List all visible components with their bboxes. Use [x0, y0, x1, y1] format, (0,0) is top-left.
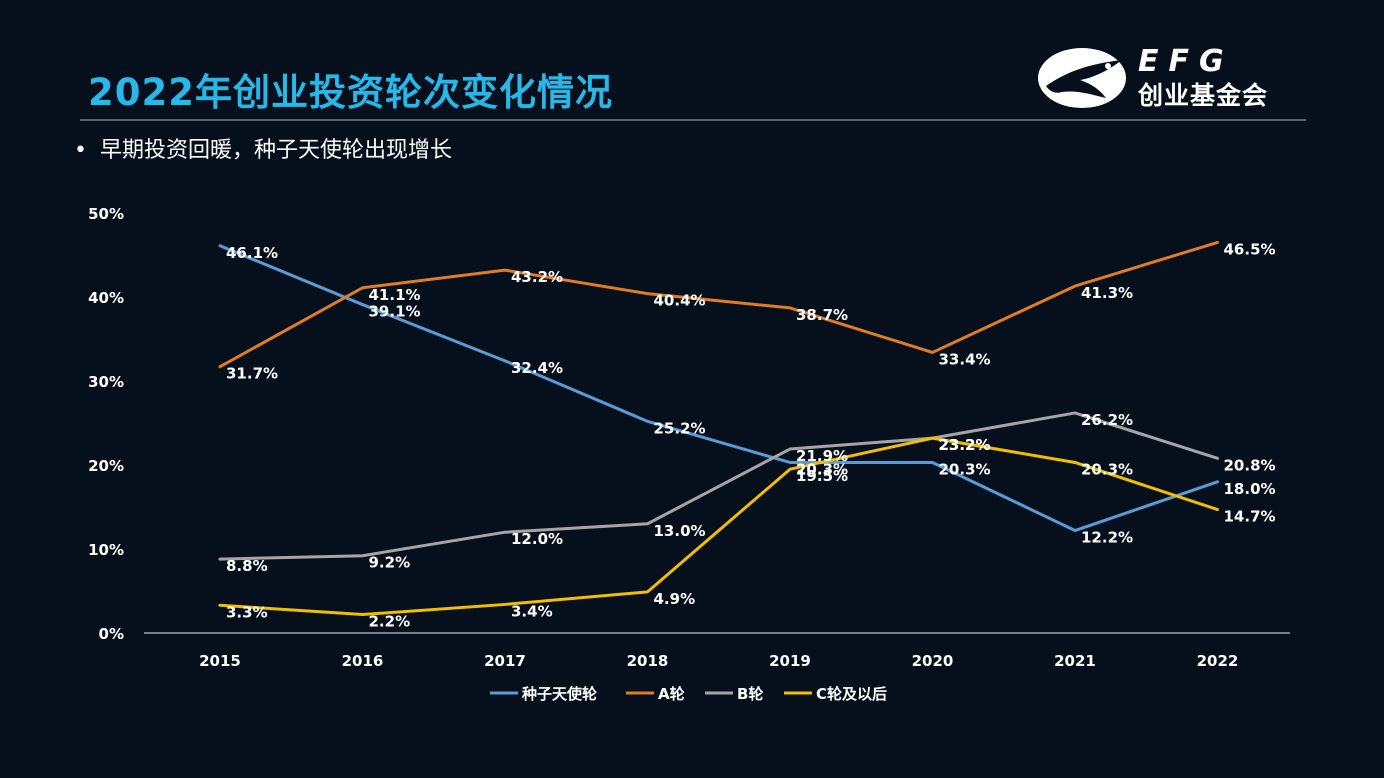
x-tick-label: 2018 — [627, 652, 669, 670]
efg-logo: EFG 创业基金会 — [1036, 42, 1306, 112]
y-tick-label: 40% — [88, 289, 124, 307]
data-label: 3.4% — [511, 602, 553, 620]
data-label: 20.8% — [1224, 456, 1276, 474]
data-label: 40.4% — [654, 292, 706, 310]
x-tick-label: 2021 — [1054, 652, 1096, 670]
data-label: 13.0% — [654, 522, 706, 540]
series-line-3 — [218, 436, 1219, 617]
y-tick-label: 20% — [88, 457, 124, 475]
x-tick-label: 2022 — [1197, 652, 1239, 670]
data-label: 46.5% — [1224, 240, 1276, 258]
series-line-0 — [218, 244, 1219, 533]
data-label: 41.1% — [369, 286, 421, 304]
data-label: 25.2% — [654, 419, 706, 437]
data-label: 38.7% — [796, 306, 848, 324]
data-label: 39.1% — [369, 303, 421, 321]
bullet-point: • 早期投资回暖，种子天使轮出现增长 — [74, 132, 452, 164]
data-label: 20.3% — [796, 460, 848, 478]
legend-entry: B轮 — [737, 685, 763, 703]
data-label: 12.2% — [1081, 529, 1133, 547]
data-label: 8.8% — [226, 557, 268, 575]
x-tick-label: 2020 — [912, 652, 954, 670]
x-tick-label: 2016 — [342, 652, 384, 670]
data-label: 14.7% — [1224, 508, 1276, 526]
eagle-icon — [1038, 48, 1126, 108]
data-label: 9.2% — [369, 554, 411, 572]
series-line-2 — [218, 411, 1219, 561]
y-tick-label: 0% — [99, 625, 124, 643]
data-label: 32.4% — [511, 359, 563, 377]
data-label: 20.3% — [1081, 460, 1133, 478]
x-tick-label: 2019 — [769, 652, 811, 670]
data-label: 19.5% — [796, 467, 848, 485]
data-label: 20.3% — [939, 460, 991, 478]
legend-entry: 种子天使轮 — [521, 685, 597, 703]
y-tick-label: 50% — [88, 205, 124, 223]
data-label: 43.2% — [511, 268, 563, 286]
data-label: 21.9% — [796, 447, 848, 465]
data-label: 23.2% — [939, 436, 991, 454]
data-label: 12.0% — [511, 530, 563, 548]
y-tick-label: 30% — [88, 373, 124, 391]
bullet-dot: • — [74, 138, 87, 163]
data-label: 3.3% — [226, 603, 268, 621]
title-divider — [80, 119, 1306, 121]
data-label: 31.7% — [226, 365, 278, 383]
data-label: 4.9% — [654, 590, 696, 608]
bullet-text: 早期投资回暖，种子天使轮出现增长 — [100, 138, 453, 163]
data-label: 18.0% — [1224, 480, 1276, 498]
x-tick-label: 2017 — [484, 652, 526, 670]
legend-entry: A轮 — [658, 685, 685, 703]
data-label: 46.1% — [226, 244, 278, 262]
data-label: 33.4% — [939, 350, 991, 368]
data-label: 41.3% — [1081, 284, 1133, 302]
series-line-1 — [218, 240, 1219, 369]
page-title: 2022年创业投资轮次变化情况 — [88, 71, 613, 114]
x-tick-label: 2015 — [199, 652, 241, 670]
logo-brand: EFG — [1138, 44, 1234, 79]
data-label: 23.2% — [939, 436, 991, 454]
legend-entry: C轮及以后 — [816, 685, 887, 703]
y-tick-label: 10% — [88, 541, 124, 559]
logo-name: 创业基金会 — [1138, 81, 1269, 110]
data-label: 2.2% — [369, 613, 411, 631]
data-label: 26.2% — [1081, 411, 1133, 429]
